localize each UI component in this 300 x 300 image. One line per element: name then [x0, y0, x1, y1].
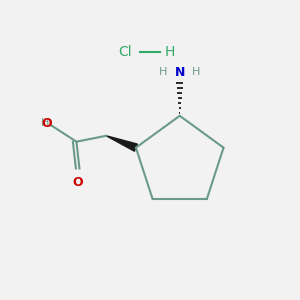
Text: H: H [41, 118, 50, 128]
Text: N: N [175, 66, 185, 79]
Text: H: H [192, 67, 200, 77]
Text: O: O [41, 117, 52, 130]
Text: H: H [165, 45, 175, 59]
Text: O: O [73, 176, 83, 189]
Polygon shape [106, 136, 137, 151]
Text: H: H [159, 67, 168, 77]
Text: Cl: Cl [118, 45, 132, 59]
